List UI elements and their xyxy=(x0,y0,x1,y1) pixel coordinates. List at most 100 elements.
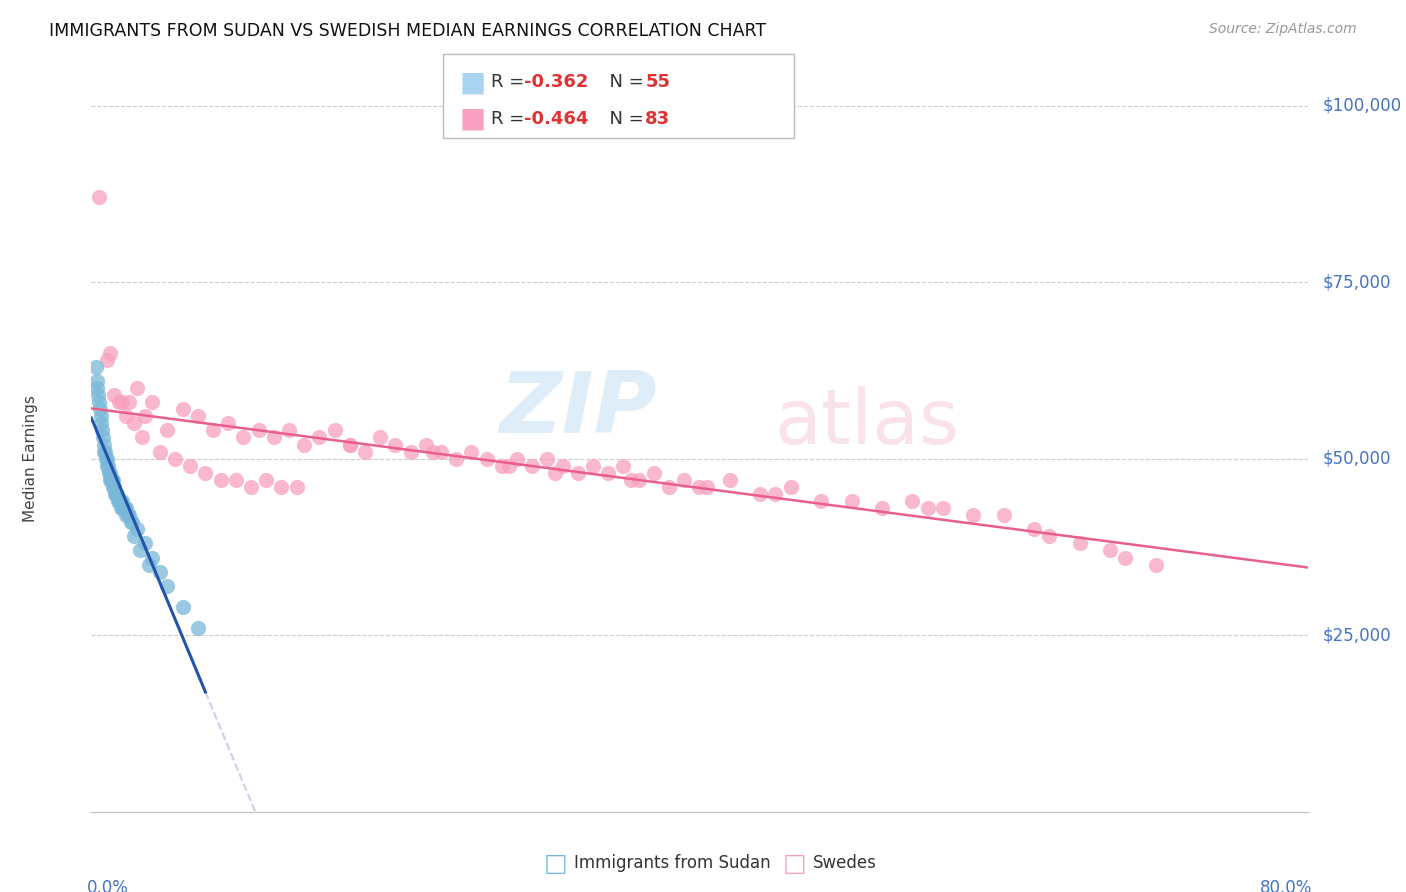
Point xyxy=(688,480,710,494)
Text: $25,000: $25,000 xyxy=(1322,626,1391,644)
Point xyxy=(993,508,1015,523)
Point xyxy=(103,480,125,494)
Point xyxy=(91,424,114,438)
Point xyxy=(1022,522,1045,536)
Point xyxy=(696,480,718,494)
Text: 0.0%: 0.0% xyxy=(87,879,129,892)
Point xyxy=(118,508,141,523)
Point xyxy=(98,466,121,480)
Point xyxy=(643,466,665,480)
Text: Swedes: Swedes xyxy=(813,855,876,872)
Point xyxy=(598,466,620,480)
Point xyxy=(103,388,125,402)
Point xyxy=(430,444,453,458)
Point xyxy=(225,473,247,487)
Point xyxy=(1114,550,1136,565)
Text: ■: ■ xyxy=(460,68,486,96)
Point xyxy=(323,424,346,438)
Point xyxy=(551,458,574,473)
Point xyxy=(107,494,129,508)
Point xyxy=(931,501,953,516)
Point xyxy=(93,437,115,451)
Point xyxy=(96,458,118,473)
Point xyxy=(415,437,437,451)
Point xyxy=(134,536,156,550)
Point xyxy=(111,395,134,409)
Point xyxy=(122,529,145,543)
Point xyxy=(368,430,391,444)
Text: -0.464: -0.464 xyxy=(524,110,589,128)
Point xyxy=(232,430,254,444)
Point xyxy=(506,451,529,466)
Point xyxy=(194,466,217,480)
Point xyxy=(105,487,128,501)
Point xyxy=(582,458,605,473)
Point xyxy=(105,487,128,501)
Point xyxy=(156,579,179,593)
Point xyxy=(115,409,138,424)
Text: R =: R = xyxy=(491,73,530,91)
Point xyxy=(1098,543,1121,558)
Point xyxy=(86,381,108,395)
Point xyxy=(536,451,558,466)
Point xyxy=(101,473,124,487)
Point xyxy=(89,409,111,424)
Point xyxy=(134,409,156,424)
Point xyxy=(156,424,179,438)
Point xyxy=(138,558,160,572)
Point xyxy=(339,437,361,451)
Point xyxy=(131,430,153,444)
Point xyxy=(107,395,129,409)
Point xyxy=(101,473,124,487)
Point xyxy=(749,487,772,501)
Text: $100,000: $100,000 xyxy=(1322,96,1402,114)
Point xyxy=(93,444,115,458)
Point xyxy=(163,451,186,466)
Point xyxy=(254,473,277,487)
Point xyxy=(422,444,444,458)
Point xyxy=(187,409,209,424)
Point xyxy=(149,565,172,579)
Point xyxy=(117,508,139,523)
Point xyxy=(112,501,135,516)
Point xyxy=(125,522,148,536)
Text: Immigrants from Sudan: Immigrants from Sudan xyxy=(574,855,770,872)
Point xyxy=(104,487,127,501)
Point xyxy=(917,501,939,516)
Text: □: □ xyxy=(783,852,806,875)
Point xyxy=(90,417,112,431)
Point xyxy=(120,515,142,529)
Text: N =: N = xyxy=(598,73,650,91)
Point xyxy=(87,388,110,402)
Point xyxy=(460,444,482,458)
Point xyxy=(111,501,134,516)
Point xyxy=(285,480,308,494)
Point xyxy=(270,480,292,494)
Point xyxy=(1069,536,1091,550)
Text: $75,000: $75,000 xyxy=(1322,273,1391,291)
Point xyxy=(96,451,118,466)
Point xyxy=(86,374,108,388)
Point xyxy=(121,515,143,529)
Point xyxy=(308,430,330,444)
Point xyxy=(118,395,141,409)
Point xyxy=(962,508,984,523)
Point xyxy=(673,473,696,487)
Point xyxy=(612,458,634,473)
Text: □: □ xyxy=(544,852,567,875)
Text: IMMIGRANTS FROM SUDAN VS SWEDISH MEDIAN EARNINGS CORRELATION CHART: IMMIGRANTS FROM SUDAN VS SWEDISH MEDIAN … xyxy=(49,22,766,40)
Text: Median Earnings: Median Earnings xyxy=(22,395,38,522)
Point xyxy=(217,417,239,431)
Point xyxy=(125,381,148,395)
Text: -0.362: -0.362 xyxy=(524,73,589,91)
Point xyxy=(87,190,110,204)
Point xyxy=(84,359,107,374)
Point xyxy=(129,543,152,558)
Point xyxy=(114,508,136,523)
Point xyxy=(100,473,122,487)
Text: 80.0%: 80.0% xyxy=(1260,879,1312,892)
Point xyxy=(187,621,209,635)
Point xyxy=(491,458,513,473)
Point xyxy=(1144,558,1167,572)
Point xyxy=(110,501,132,516)
